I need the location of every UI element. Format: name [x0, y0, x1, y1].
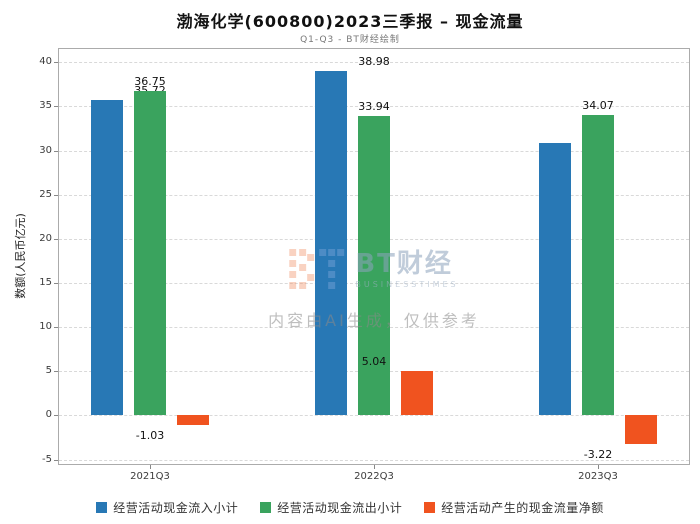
legend-item: 经营活动现金流出小计	[260, 499, 402, 516]
bar-value-label: 36.75	[134, 74, 166, 88]
x-tick-mark	[598, 465, 599, 469]
bar-series3-2021Q3	[177, 415, 209, 425]
bar-series2-2023Q3	[582, 114, 614, 416]
y-tick-label: 25	[39, 188, 52, 200]
legend-label: 经营活动产生的现金流量净额	[441, 501, 604, 515]
y-tick-label: 40	[39, 56, 52, 68]
bar-series1-2023Q3	[539, 143, 571, 416]
legend-item: 经营活动产生的现金流量净额	[424, 499, 604, 516]
legend: 经营活动现金流入小计 经营活动现金流出小计 经营活动产生的现金流量净额	[0, 499, 700, 516]
x-tick-mark	[150, 465, 151, 469]
x-tick-label: 2022Q3	[354, 471, 394, 482]
bar-value-label: 34.07	[582, 98, 614, 112]
y-tick-mark	[54, 238, 58, 240]
bar-value-label: -1.03	[135, 428, 165, 442]
y-tick-label: 10	[39, 321, 52, 333]
y-tick-mark	[54, 282, 58, 284]
y-tick-label: -5	[42, 453, 52, 465]
y-tick-label: 30	[39, 144, 52, 156]
y-tick-label: 0	[45, 409, 52, 421]
y-tick-mark	[54, 371, 58, 373]
x-tick-label: 2021Q3	[130, 471, 170, 482]
y-tick-mark	[54, 150, 58, 152]
bar-value-label: 38.98	[358, 55, 390, 69]
bar-value-label: 33.94	[358, 99, 390, 113]
bar-series3-2023Q3	[625, 415, 657, 444]
y-tick-label: 5	[45, 365, 52, 377]
bar-series1-2022Q3	[315, 71, 347, 416]
chart-subtitle: Q1-Q3 - BT财经绘制	[300, 35, 400, 45]
y-tick-label: 20	[39, 232, 52, 244]
legend-label: 经营活动现金流出小计	[277, 501, 403, 515]
chart-title: 渤海化学(600800)2023三季报 – 现金流量	[176, 12, 524, 31]
y-tick-mark	[54, 106, 58, 108]
legend-item: 经营活动现金流入小计	[96, 499, 238, 516]
y-tick-mark	[54, 194, 58, 196]
x-tick-mark	[374, 465, 375, 469]
bar-series3-2022Q3	[401, 370, 433, 416]
bar-value-label: -3.22	[583, 447, 613, 461]
bar-series2-2022Q3	[358, 115, 390, 416]
gridline	[59, 415, 689, 417]
x-tick-label: 2023Q3	[578, 471, 618, 482]
legend-label: 经营活动现金流入小计	[113, 501, 239, 515]
bar-series1-2021Q3	[91, 100, 123, 416]
gridline	[59, 106, 689, 108]
y-tick-mark	[54, 62, 58, 64]
y-tick-label: 35	[39, 100, 52, 112]
bar-series2-2021Q3	[134, 90, 166, 416]
legend-swatch	[96, 502, 108, 513]
y-tick-mark	[54, 415, 58, 417]
plot-area: BT财经 BUSINESSTIMES 内容由AI生成，仅供参考 35.7238.…	[58, 48, 690, 465]
gridline	[59, 62, 689, 64]
bar-value-label: 5.04	[361, 354, 387, 368]
y-tick-mark	[54, 459, 58, 461]
gridline	[59, 459, 689, 461]
legend-swatch	[260, 502, 272, 513]
y-tick-label: 15	[39, 276, 52, 288]
legend-swatch	[424, 502, 436, 513]
y-tick-mark	[54, 327, 58, 329]
